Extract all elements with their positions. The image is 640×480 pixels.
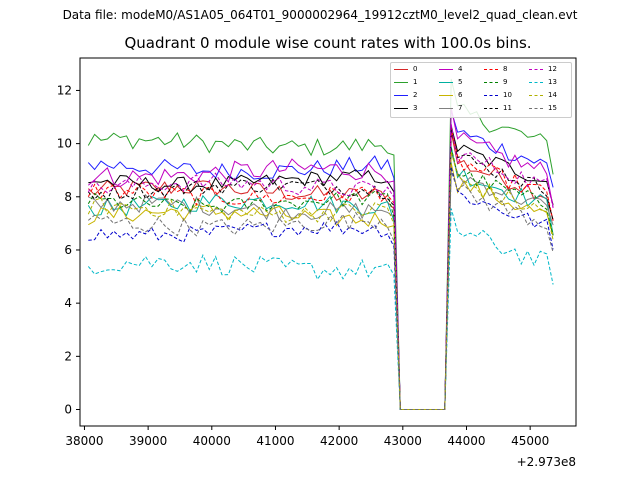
legend-label: 5 — [458, 78, 463, 86]
y-tick-label: 10 — [57, 137, 72, 151]
legend-item-11: 11 — [484, 103, 528, 114]
legend-item-4: 4 — [439, 64, 483, 75]
legend-item-3: 3 — [394, 103, 438, 114]
series-line-13 — [87, 208, 554, 410]
legend-label: 0 — [413, 65, 418, 73]
legend-item-9: 9 — [484, 77, 528, 88]
legend-label: 14 — [548, 91, 557, 99]
legend-item-15: 15 — [529, 103, 573, 114]
x-offset-text: +2.973e8 — [517, 455, 576, 469]
legend-swatch — [439, 95, 453, 96]
legend-swatch — [394, 69, 408, 70]
legend-label: 4 — [458, 65, 463, 73]
legend-item-12: 12 — [529, 64, 573, 75]
series-line-9 — [87, 147, 554, 410]
legend: 0 1 2 3 4 5 6 7 8 9 10 11 12 13 14 15 — [390, 62, 572, 118]
legend-item-7: 7 — [439, 103, 483, 114]
y-tick-label: 12 — [57, 83, 72, 97]
x-tick-label: 40000 — [193, 434, 231, 448]
axes-layer: 38000 39000 40000 41000 42000 43000 44000 45000… — [57, 57, 577, 448]
legend-swatch — [439, 108, 453, 109]
series-line-3 — [88, 125, 554, 410]
legend-label: 12 — [548, 65, 557, 73]
legend-swatch — [439, 82, 453, 83]
legend-label: 7 — [458, 104, 463, 112]
legend-label: 10 — [503, 91, 512, 99]
series-line-0 — [87, 132, 554, 410]
legend-swatch — [484, 69, 498, 70]
legend-swatch — [529, 69, 543, 70]
x-tick-label: 44000 — [447, 434, 485, 448]
legend-item-13: 13 — [529, 77, 573, 88]
series-layer — [87, 78, 554, 410]
x-tick-label: 41000 — [256, 434, 294, 448]
x-tick-label: 45000 — [511, 434, 549, 448]
x-tick-label: 42000 — [320, 434, 358, 448]
legend-item-2: 2 — [394, 90, 438, 101]
legend-item-8: 8 — [484, 64, 528, 75]
legend-swatch — [484, 108, 498, 109]
legend-item-10: 10 — [484, 90, 528, 101]
legend-label: 1 — [413, 78, 418, 86]
legend-swatch — [529, 82, 543, 83]
legend-label: 9 — [503, 78, 508, 86]
legend-item-5: 5 — [439, 77, 483, 88]
series-line-10 — [88, 167, 554, 410]
y-tick-label: 0 — [64, 403, 72, 417]
legend-label: 6 — [458, 91, 463, 99]
x-tick-label: 38000 — [65, 434, 103, 448]
legend-item-14: 14 — [529, 90, 573, 101]
legend-swatch — [529, 95, 543, 96]
y-tick-label: 6 — [64, 243, 72, 257]
legend-swatch — [484, 82, 498, 83]
series-line-14 — [87, 151, 554, 410]
legend-item-6: 6 — [439, 90, 483, 101]
x-tick-label: 39000 — [129, 434, 167, 448]
legend-swatch — [394, 82, 408, 83]
legend-label: 13 — [548, 78, 557, 86]
y-tick-label: 2 — [64, 349, 72, 363]
legend-label: 15 — [548, 104, 557, 112]
series-line-11 — [87, 129, 554, 410]
series-line-4 — [87, 107, 554, 410]
legend-swatch — [394, 108, 408, 109]
figure-suptitle: Data file: modeM0/AS1A05_064T01_90000029… — [62, 8, 578, 22]
legend-swatch — [484, 95, 498, 96]
legend-label: 2 — [413, 91, 418, 99]
y-tick-label: 4 — [64, 296, 72, 310]
plot-area — [80, 58, 576, 426]
legend-swatch — [394, 95, 408, 96]
series-line-2 — [87, 110, 554, 410]
legend-swatch — [439, 69, 453, 70]
legend-label: 11 — [503, 104, 512, 112]
series-line-12 — [87, 124, 554, 410]
legend-label: 8 — [503, 65, 508, 73]
series-line-15 — [87, 171, 554, 410]
legend-swatch — [529, 108, 543, 109]
legend-item-0: 0 — [394, 64, 438, 75]
y-tick-label: 8 — [64, 190, 72, 204]
axes-frame — [79, 57, 577, 427]
series-line-8 — [87, 128, 554, 410]
x-tick-label: 43000 — [384, 434, 422, 448]
chart-title: Quadrant 0 module wise count rates with … — [124, 34, 532, 52]
legend-item-1: 1 — [394, 77, 438, 88]
legend-label: 3 — [413, 104, 418, 112]
